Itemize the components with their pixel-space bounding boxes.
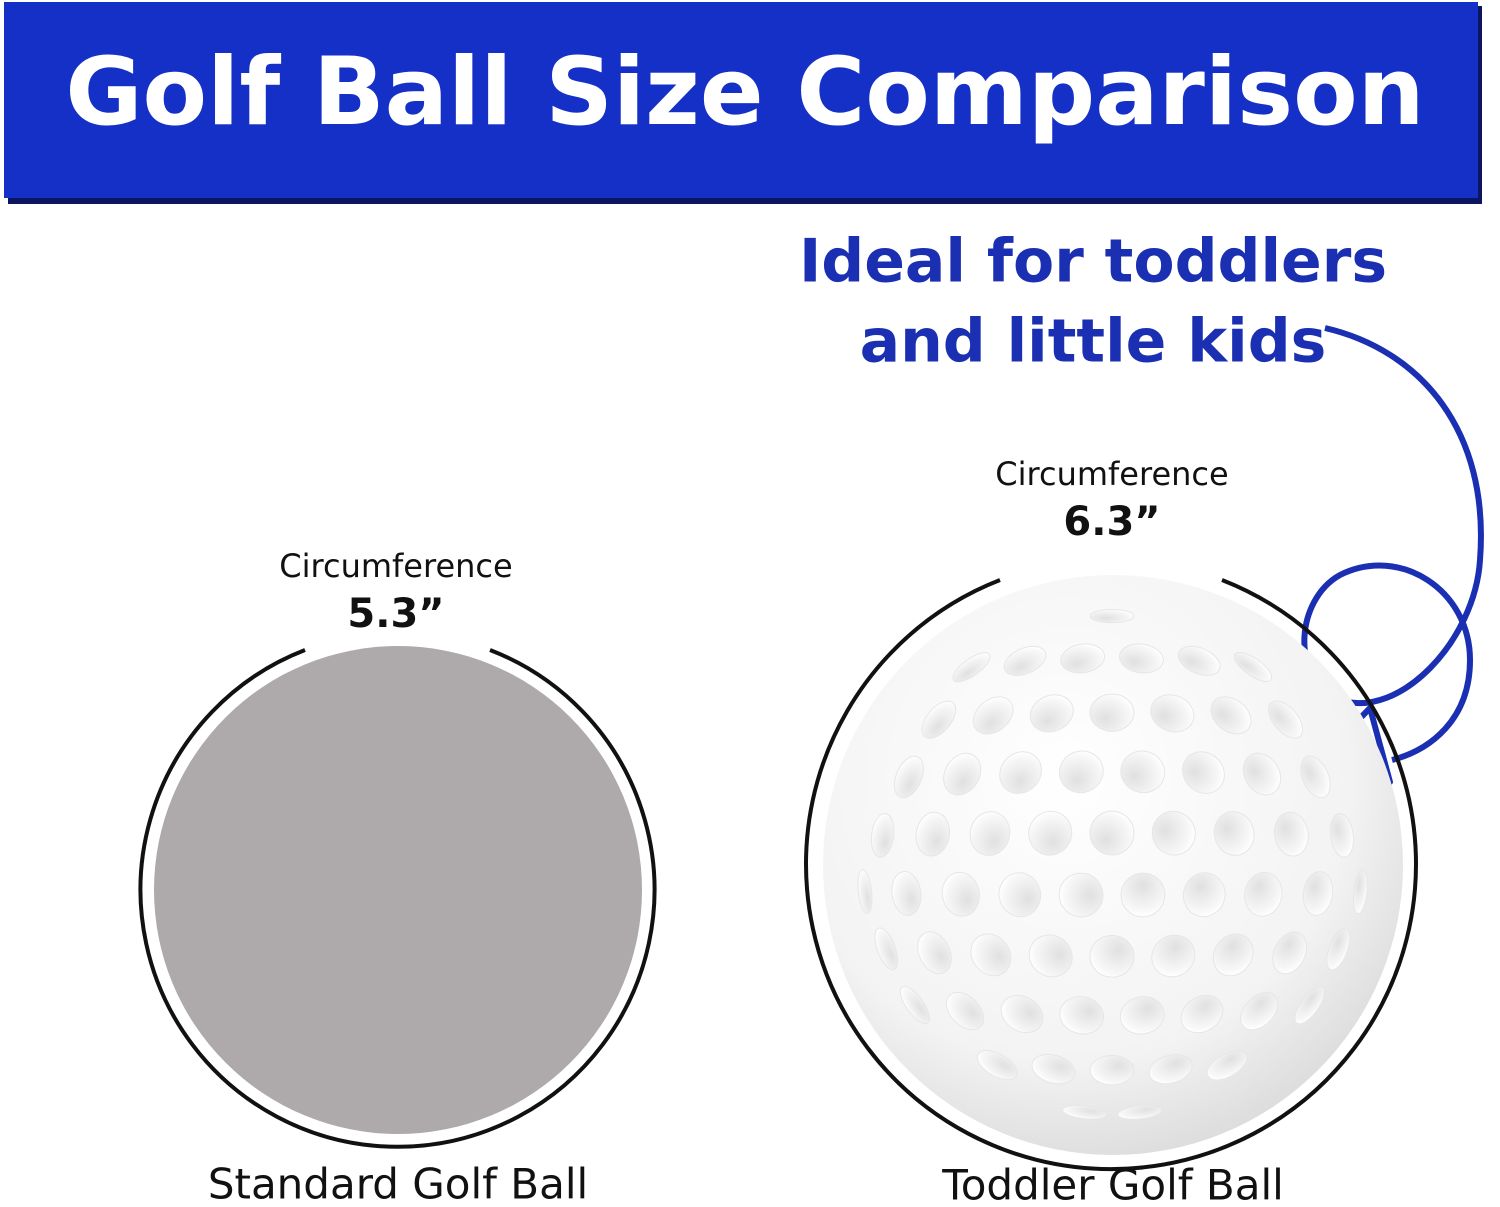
dimple [921, 700, 957, 739]
dimple [893, 755, 924, 799]
dimple [952, 652, 991, 683]
dimple [1272, 931, 1308, 975]
dimple [1148, 1053, 1193, 1085]
dimple [972, 696, 1014, 735]
dimple [1206, 1050, 1248, 1081]
dimple [1180, 994, 1224, 1034]
dimple [1182, 751, 1225, 794]
dimple [1213, 811, 1255, 856]
dimple [874, 927, 899, 971]
circumference-label: Circumference [279, 547, 512, 585]
dimple [1326, 927, 1351, 971]
circumference-ring [804, 578, 1418, 1171]
dimple [1028, 810, 1073, 856]
dimple [1089, 608, 1135, 624]
dimple [1244, 871, 1283, 917]
dimple [1089, 693, 1135, 732]
dimple [857, 869, 873, 914]
dimple [1031, 1053, 1076, 1085]
dimple [1119, 643, 1164, 674]
dimple [1212, 933, 1254, 977]
dimple [1182, 872, 1226, 918]
dimple [917, 931, 952, 975]
dimple [1089, 934, 1135, 978]
dimple [891, 871, 922, 916]
dimple [1062, 1104, 1107, 1120]
dimple [998, 872, 1042, 918]
dimple [1151, 810, 1196, 856]
dimple [1120, 872, 1166, 918]
dimple [1119, 996, 1165, 1035]
ball-name: Standard Golf Ball [208, 1160, 588, 1207]
dimple [1150, 694, 1195, 733]
circumference-label: Circumference [995, 455, 1228, 493]
dimple [1058, 872, 1104, 918]
dimple [1089, 810, 1135, 856]
dimple [1060, 643, 1106, 674]
banner [4, 2, 1478, 198]
dimple [1120, 750, 1166, 794]
dimple [943, 752, 982, 796]
dimple [1059, 996, 1105, 1035]
dimple [1089, 1055, 1135, 1086]
dimples [857, 608, 1368, 1120]
dimple [1177, 645, 1221, 676]
dimple [1294, 986, 1325, 1025]
dimple [870, 813, 895, 858]
title: Golf Ball Size Comparison [65, 38, 1424, 147]
dimple [999, 751, 1042, 794]
dimple [1210, 696, 1252, 735]
dimple [969, 811, 1011, 856]
dimple [1003, 645, 1047, 676]
dimple [1300, 755, 1331, 799]
dimple [1151, 934, 1196, 978]
dimple [1233, 651, 1273, 682]
ball-name: Toddler Golf Ball [941, 1161, 1284, 1207]
dimple [1352, 869, 1368, 915]
dimple [915, 811, 951, 857]
dimple [1058, 750, 1104, 794]
dimple [1000, 994, 1044, 1034]
dimple [1268, 700, 1303, 739]
dimple [976, 1049, 1018, 1081]
dimple [1240, 992, 1279, 1031]
circumference-ring [138, 648, 657, 1149]
dimple [970, 933, 1012, 977]
dimple [1242, 752, 1282, 796]
standard-ball [154, 646, 642, 1134]
circumference-value: 5.3” [347, 591, 444, 637]
callout-line: Ideal for toddlers [799, 227, 1387, 297]
dimple [946, 991, 985, 1031]
dimple [1028, 934, 1073, 978]
dimple [1302, 871, 1334, 916]
circumference-value: 6.3” [1063, 499, 1160, 545]
callout-line: and little kids [860, 307, 1327, 377]
dimple [1117, 1104, 1163, 1120]
dimple [941, 871, 980, 917]
dimple [899, 985, 930, 1025]
dimple [1273, 811, 1309, 857]
dimple [1329, 812, 1354, 858]
dimple [1029, 694, 1074, 733]
